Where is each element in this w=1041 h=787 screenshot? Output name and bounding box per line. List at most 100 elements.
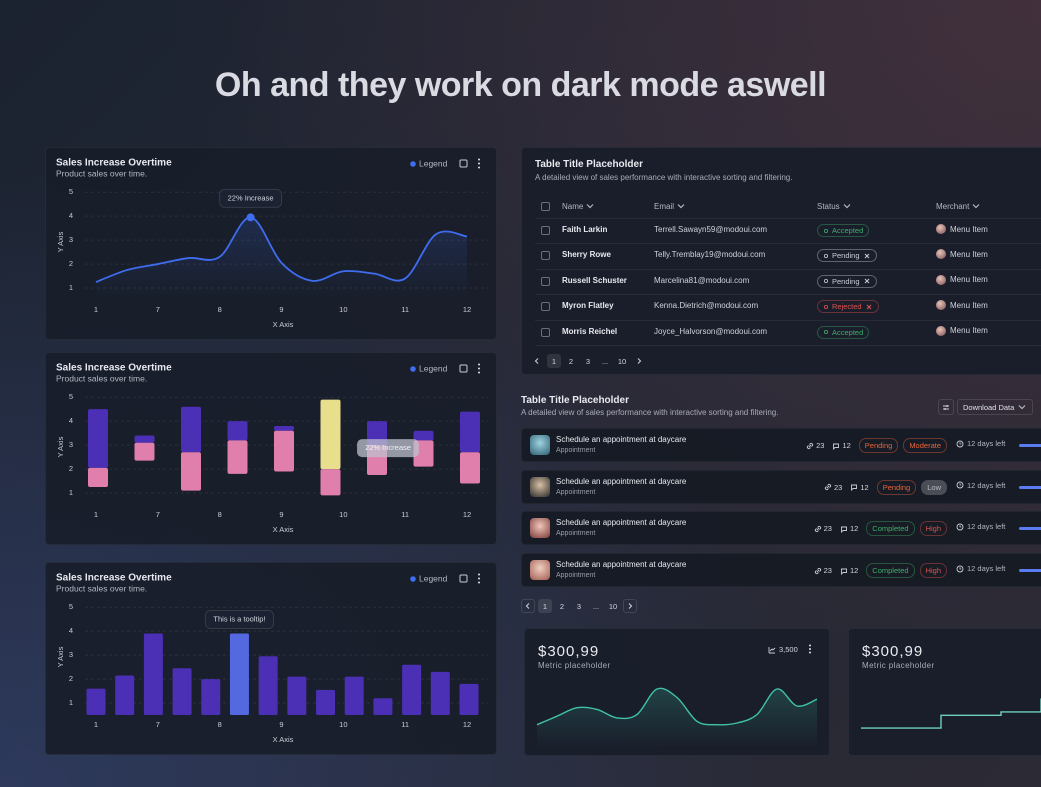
status-text: Pending bbox=[832, 276, 860, 286]
task-due: 12 days left bbox=[956, 522, 1005, 531]
headline: Oh and they work on dark mode aswell bbox=[214, 66, 827, 104]
bar-segment bbox=[460, 411, 480, 453]
page-button[interactable]: 3 bbox=[576, 601, 582, 611]
metric-badge: 3,500 bbox=[768, 645, 798, 654]
page-button[interactable]: 1 bbox=[538, 599, 552, 613]
task-row[interactable]: Schedule an appointment at daycare Appoin… bbox=[521, 511, 1041, 546]
column-header: Merchant bbox=[936, 201, 981, 211]
filter-button[interactable] bbox=[938, 399, 954, 415]
page-button[interactable]: 2 bbox=[568, 356, 574, 366]
links: 23 bbox=[806, 441, 824, 450]
task-due: 12 days left bbox=[956, 481, 1005, 490]
arrow-icon bbox=[628, 603, 633, 609]
column-label: Status bbox=[817, 201, 840, 211]
task-row[interactable]: Schedule an appointment at daycare Appoin… bbox=[521, 469, 1041, 504]
clock-icon bbox=[956, 440, 964, 447]
status-text: Accepted bbox=[832, 327, 864, 337]
y-tick-label: 1 bbox=[69, 488, 73, 497]
status-badge: Completed bbox=[866, 521, 915, 537]
cell-name: Morris Reichel bbox=[562, 326, 618, 336]
task-row[interactable]: Schedule an appointment at daycare Appoin… bbox=[521, 553, 1041, 588]
comments: 12 bbox=[850, 483, 869, 492]
x-tick-label: 8 bbox=[218, 510, 222, 519]
page-button[interactable]: 10 bbox=[608, 601, 618, 611]
bar-segment bbox=[227, 440, 248, 474]
merchant-avatar bbox=[936, 325, 946, 336]
sparkline-area bbox=[537, 688, 817, 748]
cell-email: Joyce_Halvorson@modoui.com bbox=[654, 326, 768, 336]
remove-icon bbox=[864, 253, 869, 259]
links-count: 23 bbox=[823, 566, 832, 576]
x-tick-label: 8 bbox=[218, 720, 222, 729]
sort-icon bbox=[677, 204, 685, 209]
arrow-icon bbox=[525, 603, 530, 609]
bar-segment bbox=[88, 409, 108, 468]
chart-card: Sales Increase Overtime Product sales ove… bbox=[45, 562, 497, 755]
bar bbox=[143, 633, 163, 715]
task-row[interactable]: Schedule an appointment at daycare Appoin… bbox=[521, 428, 1041, 462]
y-tick-label: 5 bbox=[69, 187, 73, 196]
metric-card: $300,99 Metric placeholder bbox=[848, 628, 1041, 756]
legend-swatch bbox=[410, 161, 416, 167]
card-icons bbox=[459, 573, 480, 584]
x-tick-label: 9 bbox=[279, 510, 283, 519]
row-divider bbox=[535, 268, 1041, 270]
bar-segment bbox=[134, 442, 155, 461]
links-icon bbox=[814, 525, 821, 532]
x-tick-label: 12 bbox=[463, 305, 471, 314]
page-arrow[interactable] bbox=[632, 354, 646, 368]
bar bbox=[430, 671, 450, 715]
chart-subtitle: Product sales over time. bbox=[56, 373, 147, 383]
due-text: 12 days left bbox=[967, 439, 1006, 448]
bar-segment bbox=[274, 430, 294, 472]
page-arrow[interactable] bbox=[521, 599, 535, 613]
tooltip-box bbox=[219, 188, 283, 208]
page-button[interactable]: 2 bbox=[559, 601, 565, 611]
badge-text: 3,500 bbox=[779, 645, 798, 654]
cell-merchant: Menu Item bbox=[936, 325, 988, 336]
row-divider bbox=[535, 345, 1041, 346]
x-tick-label: 8 bbox=[218, 305, 222, 314]
priority-badge: High bbox=[919, 521, 947, 537]
bar bbox=[201, 679, 221, 715]
legend-swatch bbox=[410, 576, 416, 582]
priority-badge: Moderate bbox=[903, 438, 947, 453]
chart-subtitle: Product sales over time. bbox=[56, 583, 147, 593]
x-tick-label: 7 bbox=[156, 510, 160, 519]
bar bbox=[402, 664, 422, 715]
bar bbox=[229, 633, 249, 715]
page-button[interactable]: 1 bbox=[547, 354, 561, 368]
chart-title: Sales Increase Overtime bbox=[56, 573, 172, 584]
chevron-icon bbox=[1018, 405, 1026, 410]
priority-badge: Low bbox=[921, 479, 947, 495]
bar-segment bbox=[134, 435, 155, 443]
page-button[interactable]: ... bbox=[592, 601, 600, 611]
bar-segment bbox=[320, 469, 341, 496]
page-button[interactable]: ... bbox=[601, 356, 609, 366]
download-button[interactable]: Download Data bbox=[957, 399, 1034, 415]
page-button[interactable]: 3 bbox=[585, 356, 591, 366]
links-count: 23 bbox=[823, 524, 832, 534]
column-header: Status bbox=[817, 201, 852, 211]
page-arrow[interactable] bbox=[530, 354, 544, 368]
merchant-avatar bbox=[936, 300, 946, 311]
comments-icon bbox=[833, 443, 840, 450]
checkbox bbox=[541, 327, 550, 337]
status-badge: Rejected bbox=[817, 300, 879, 314]
status-text: Accepted bbox=[832, 226, 864, 235]
progress-bar bbox=[1019, 527, 1041, 531]
page-arrow[interactable] bbox=[623, 599, 637, 613]
x-tick-label: 10 bbox=[339, 305, 347, 314]
comments: 12 bbox=[840, 524, 858, 533]
point bbox=[246, 213, 255, 222]
tasks-description: A detailed view of sales performance wit… bbox=[521, 408, 779, 417]
x-tick-label: 9 bbox=[279, 720, 283, 729]
x-tick-label: 11 bbox=[401, 720, 409, 729]
comments: 12 bbox=[832, 441, 851, 450]
tooltip-text: 22% Increase bbox=[228, 193, 274, 202]
due-text: 12 days left bbox=[967, 480, 1006, 490]
tasks-title: Table Title Placeholder bbox=[521, 395, 629, 406]
arrow-icon bbox=[534, 358, 539, 364]
y-tick-label: 2 bbox=[69, 674, 73, 683]
page-button[interactable]: 10 bbox=[617, 356, 627, 366]
